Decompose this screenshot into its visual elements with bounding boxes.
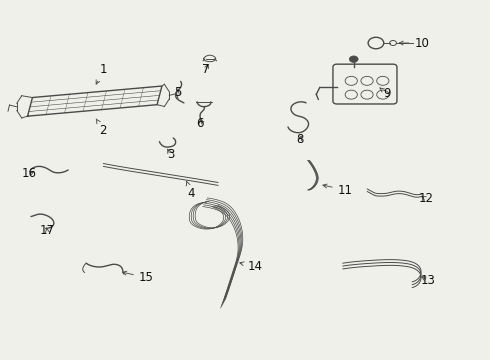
Text: 7: 7	[202, 63, 210, 76]
Text: 5: 5	[174, 86, 181, 99]
Text: 17: 17	[40, 224, 54, 238]
Text: 16: 16	[22, 167, 37, 180]
Text: 2: 2	[96, 119, 107, 137]
Text: 15: 15	[122, 271, 154, 284]
Text: 9: 9	[380, 87, 391, 100]
Text: 4: 4	[186, 181, 195, 200]
Text: 8: 8	[296, 133, 303, 146]
Text: 6: 6	[196, 117, 204, 130]
Text: 1: 1	[96, 63, 107, 84]
Circle shape	[349, 56, 358, 62]
Text: 14: 14	[240, 260, 262, 273]
Text: 12: 12	[418, 192, 433, 205]
Text: 11: 11	[323, 184, 353, 197]
Text: 13: 13	[421, 274, 436, 287]
Text: 3: 3	[167, 148, 174, 161]
Text: 10: 10	[399, 36, 429, 50]
